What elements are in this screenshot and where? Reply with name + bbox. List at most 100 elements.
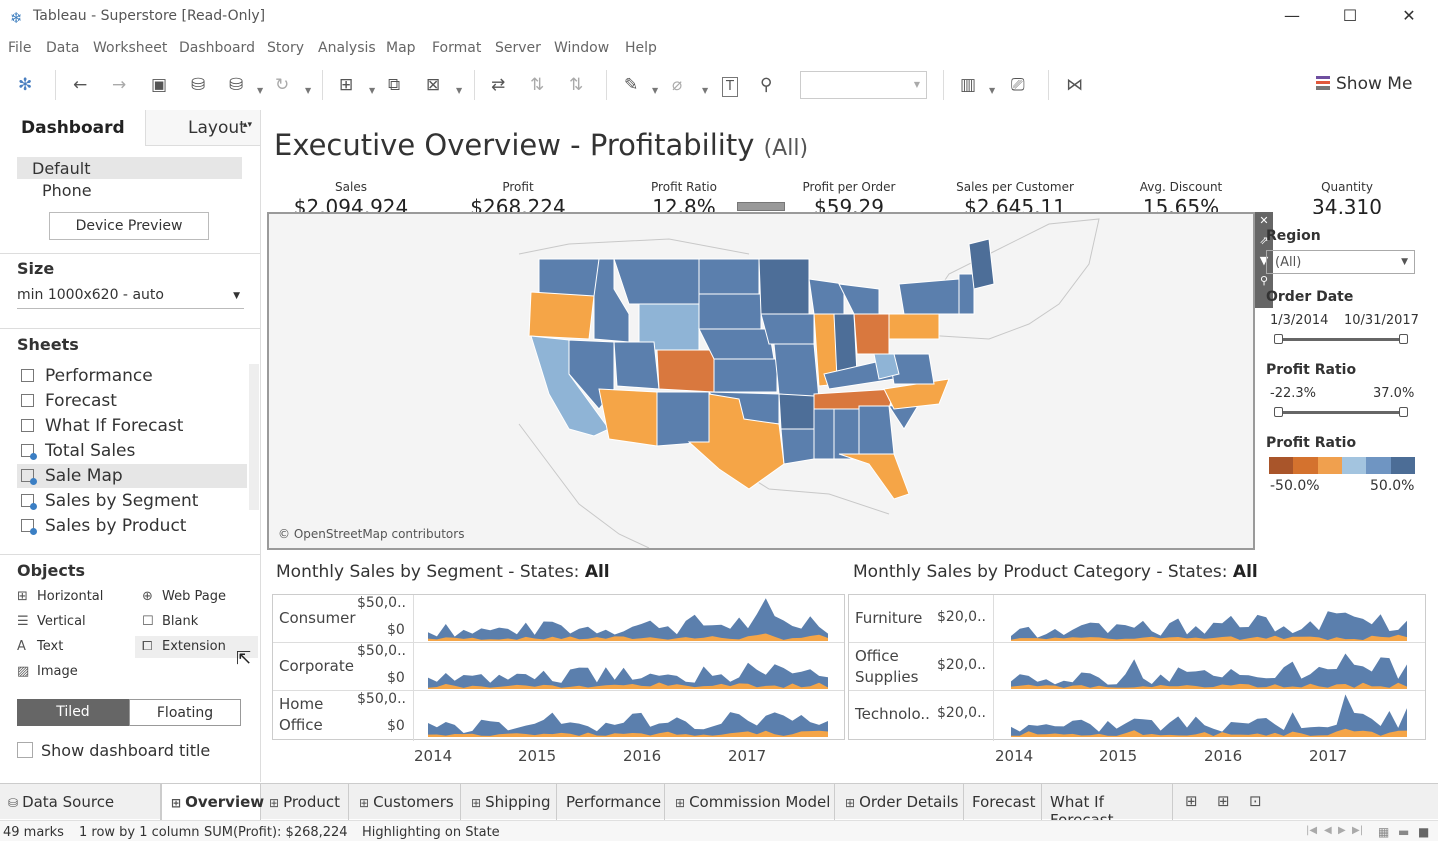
size-dropdown[interactable]: min 1000x620 - auto ▼ <box>17 287 244 309</box>
area-series-primary[interactable] <box>428 662 828 689</box>
tabs-view-icon[interactable]: ■ <box>1418 825 1430 839</box>
device-preview-button[interactable]: Device Preview <box>49 212 209 240</box>
pin-axes-icon[interactable]: ⚲ <box>760 75 773 95</box>
clear-sheet-icon[interactable]: ⊠ <box>426 75 441 95</box>
sheet-sorter-icon[interactable]: ▦ <box>1378 825 1390 839</box>
order-date-max[interactable]: 10/31/2017 <box>1344 313 1419 328</box>
sheet-performance[interactable]: Performance <box>17 364 247 388</box>
area-series-highlight[interactable] <box>1011 634 1407 641</box>
show-cards-icon[interactable]: ▥ <box>960 75 977 95</box>
chevron-down-icon[interactable]: ▼ <box>702 86 709 95</box>
menu-analysis[interactable]: Analysis <box>318 40 376 56</box>
tab-what-if-forecast[interactable]: What If Forecast <box>1042 784 1173 829</box>
area-series-highlight[interactable] <box>428 633 828 642</box>
floating-button[interactable]: Floating <box>129 699 241 726</box>
area-series-primary[interactable] <box>428 598 828 641</box>
maximize-button[interactable]: ☐ <box>1342 6 1358 25</box>
chevron-down-icon[interactable]: ▼ <box>456 86 463 95</box>
state-louisiana[interactable] <box>780 428 815 465</box>
profit-ratio-max[interactable]: 37.0% <box>1373 386 1415 401</box>
area-series-highlight[interactable] <box>428 730 828 737</box>
menu-dashboard[interactable]: Dashboard <box>179 40 255 56</box>
state-new-york[interactable] <box>898 278 960 315</box>
sheet-sales-by-product[interactable]: Sales by Product <box>17 514 247 538</box>
new-data-source-icon[interactable]: ⛁ <box>191 75 206 95</box>
highlight-icon[interactable]: ✎ <box>624 75 639 95</box>
state-oregon[interactable] <box>528 291 595 340</box>
slider-end-knob[interactable] <box>1399 407 1408 417</box>
tiled-button[interactable]: Tiled <box>17 699 129 726</box>
sort-ascending-icon[interactable]: ⇅ <box>530 75 545 95</box>
us-map-svg[interactable] <box>269 214 1253 548</box>
area-series-primary[interactable] <box>1011 694 1407 737</box>
close-button[interactable]: ✕ <box>1402 6 1416 25</box>
filmstrip-icon[interactable]: ▬ <box>1398 825 1410 839</box>
menu-worksheet[interactable]: Worksheet <box>93 40 168 56</box>
new-sheet-icon[interactable]: ⊞ <box>339 75 354 95</box>
state-michigan[interactable] <box>838 283 880 315</box>
state-kansas[interactable] <box>713 358 778 393</box>
legend-swatch[interactable] <box>1366 457 1391 474</box>
kpi-sales[interactable]: Sales $2,094,924 <box>276 180 426 214</box>
object-web-page[interactable]: ⊕ Web Page <box>142 586 226 608</box>
pause-updates-icon[interactable]: ⛁ <box>229 75 244 95</box>
swap-rows-columns-icon[interactable]: ⇄ <box>491 75 506 95</box>
refresh-icon[interactable]: ↻ <box>275 75 290 95</box>
kpi-avg-discount[interactable]: Avg. Discount 15.65% <box>1106 180 1256 214</box>
consumer-area-chart[interactable] <box>428 595 828 643</box>
menu-window[interactable]: Window <box>554 40 610 56</box>
close-icon[interactable]: ✕ <box>1259 214 1269 227</box>
object-blank[interactable]: ☐ Blank <box>142 611 198 633</box>
state-idaho[interactable] <box>593 258 630 343</box>
state-south-dakota[interactable] <box>698 293 762 330</box>
technology-area-chart[interactable] <box>1011 691 1407 739</box>
home-office-area-chart[interactable] <box>428 691 828 739</box>
state-arkansas[interactable] <box>778 393 815 430</box>
state-wisconsin[interactable] <box>808 278 845 320</box>
office-supplies-area-chart[interactable] <box>1011 643 1407 691</box>
state-iowa[interactable] <box>760 313 815 345</box>
profit-ratio-color-legend[interactable] <box>1269 457 1415 474</box>
object-vertical[interactable]: ☰ Vertical <box>17 611 86 633</box>
minimize-button[interactable]: — <box>1284 6 1300 25</box>
show-me-button[interactable]: Show Me <box>1316 74 1412 94</box>
state-new-mexico[interactable] <box>656 391 710 447</box>
segment-chart[interactable]: Consumer $50,0.. $0 Corporate $50,0.. $0… <box>272 594 845 741</box>
state-vermont-nh[interactable] <box>958 273 975 315</box>
state-utah[interactable] <box>613 341 660 390</box>
fit-dropdown[interactable]: ▼ <box>800 71 927 99</box>
state-maine[interactable] <box>968 238 995 290</box>
area-series-primary[interactable] <box>1011 653 1407 690</box>
slider-start-knob[interactable] <box>1274 407 1283 417</box>
menu-data[interactable]: Data <box>46 40 80 56</box>
new-worksheet-icon[interactable]: ⊞ <box>1185 792 1198 810</box>
kpi-profit-per-order[interactable]: Profit per Order $59.29 <box>774 180 924 214</box>
tab-customers[interactable]: ⊞ Customers <box>349 784 461 820</box>
presentation-mode-icon[interactable]: ⎚ <box>1011 75 1025 95</box>
legend-swatch[interactable] <box>1317 457 1342 474</box>
menu-story[interactable]: Story <box>267 40 304 56</box>
group-members-icon[interactable]: ⌀ <box>672 75 683 95</box>
order-date-slider[interactable] <box>1274 334 1408 344</box>
undo-icon[interactable]: ← <box>73 75 88 95</box>
state-texas[interactable] <box>687 393 785 490</box>
furniture-area-chart[interactable] <box>1011 595 1407 643</box>
slider-start-knob[interactable] <box>1274 334 1283 344</box>
menu-help[interactable]: Help <box>625 40 657 56</box>
menu-format[interactable]: Format <box>432 40 482 56</box>
new-dashboard-icon[interactable]: ⊞ <box>1217 792 1230 810</box>
show-dashboard-title-checkbox[interactable]: Show dashboard title <box>17 741 210 760</box>
state-minnesota[interactable] <box>758 258 810 315</box>
legend-swatch[interactable] <box>1390 457 1415 474</box>
sheet-sale-map[interactable]: Sale Map <box>17 464 247 488</box>
chevron-down-icon[interactable]: ▼ <box>305 86 312 95</box>
state-west-virginia[interactable] <box>873 353 900 380</box>
tableau-home-icon[interactable]: ✻ <box>18 75 33 95</box>
kpi-quantity[interactable]: Quantity 34,310 <box>1272 180 1422 214</box>
pin-icon[interactable]: ⚲ <box>1259 274 1269 287</box>
state-ohio[interactable] <box>853 313 890 355</box>
last-tab-icon[interactable]: ▶| <box>1352 825 1364 836</box>
tab-product[interactable]: ⊞ Product <box>261 784 349 820</box>
sheet-what-if-forecast[interactable]: What If Forecast <box>17 414 247 438</box>
state-georgia[interactable] <box>858 405 895 455</box>
